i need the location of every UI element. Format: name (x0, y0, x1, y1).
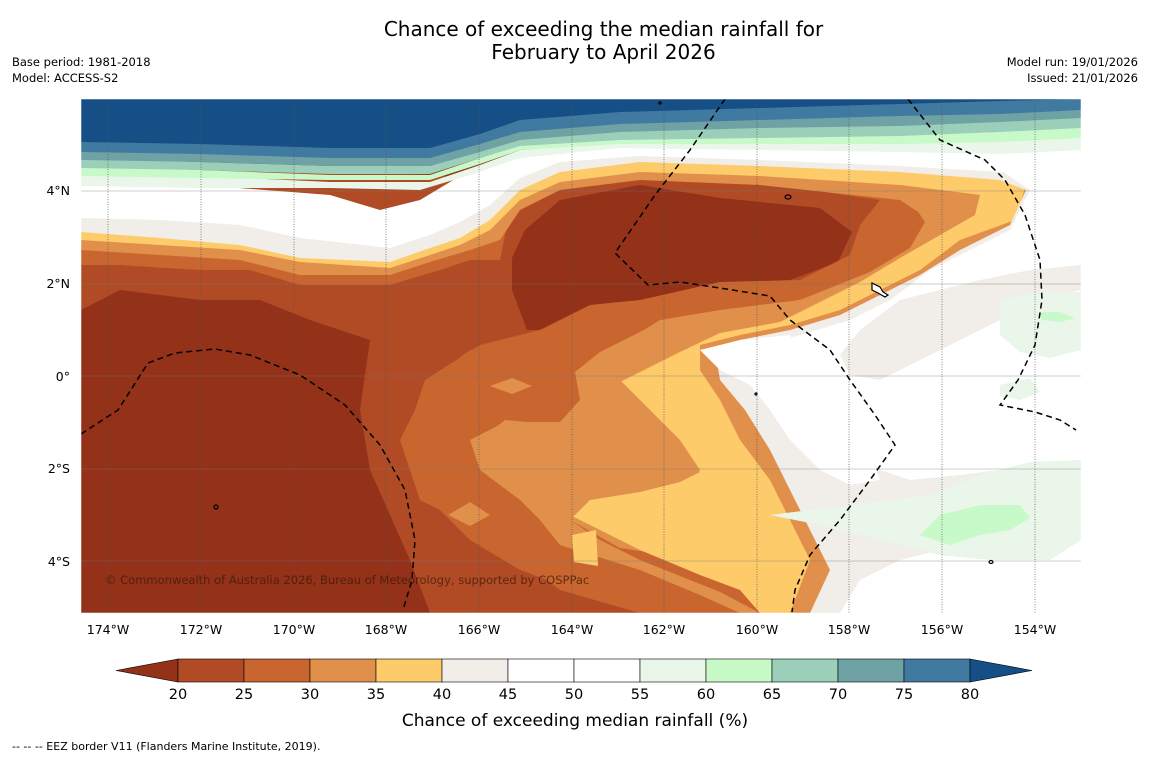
band-80-plus (81, 99, 1081, 148)
island-kiritimati (871, 282, 890, 298)
meta-right: Model run: 19/01/2026 Issued: 21/01/2026 (1007, 55, 1138, 86)
lon-labels: 174°W 172°W 170°W 168°W 166°W 164°W 162°… (87, 622, 1056, 637)
island-jarvis (784, 194, 792, 200)
band-60-65-b (1040, 312, 1075, 322)
colorbar-bin (771, 658, 839, 683)
graticule (107, 99, 1036, 613)
colorbar-extend-high (969, 658, 1033, 683)
lat-label: 4°N (46, 183, 70, 198)
lon-label: 156°W (921, 622, 963, 637)
colorbar-bin (375, 658, 443, 683)
title-line-1: Chance of exceeding the median rainfall … (383, 17, 824, 41)
model-name: Model: ACCESS-S2 (12, 70, 119, 85)
blob-35-equator (490, 378, 532, 394)
white-gap-center (700, 335, 880, 485)
lat-label: 2°N (46, 276, 70, 291)
island-dot-2 (754, 392, 758, 396)
band-75-80-north (81, 99, 1081, 158)
lon-label: 170°W (273, 622, 315, 637)
colorbar-tick-label: 65 (763, 687, 781, 703)
colorbar-bin (243, 658, 311, 683)
core-20-25-north-inner (512, 185, 852, 330)
island-south-1 (213, 504, 219, 510)
eez-note: -- -- -- EEZ border V11 (Flanders Marine… (12, 740, 321, 753)
colorbar-bin (837, 658, 905, 683)
meta-left: Base period: 1981-2018 Model: ACCESS-S2 (12, 55, 151, 86)
blob-west-35 (448, 502, 490, 526)
lon-label: 174°W (87, 622, 129, 637)
lat-label: 2°S (48, 461, 70, 476)
band-65-70-north (81, 116, 1081, 174)
band-60-65-a (920, 505, 1030, 545)
copyright-text: © Commonwealth of Australia 2026, Bureau… (105, 573, 589, 587)
island-dot-1 (658, 101, 662, 105)
colorbar-bin (705, 658, 773, 683)
map-contours (81, 99, 1081, 613)
blob-yellow-south (572, 530, 598, 566)
eez-border-central (614, 99, 896, 613)
colorbar-tick-label: 35 (367, 687, 385, 703)
colorbar-tick-label: 30 (301, 687, 319, 703)
eez-borders (81, 99, 1077, 613)
colorbar-bin (177, 658, 245, 683)
colorbar-tick-label: 60 (697, 687, 715, 703)
colorbar-label: Chance of exceeding median rainfall (%) (402, 711, 748, 731)
band-55-60-a (1000, 292, 1081, 358)
map-title: Chance of exceeding the median rainfall … (0, 18, 1150, 64)
colorbar-tick-label: 80 (961, 687, 979, 703)
lon-label: 164°W (551, 622, 593, 637)
model-run: Model run: 19/01/2026 (1006, 55, 1138, 69)
band-30-35-east (405, 200, 1081, 613)
graticule-lat (81, 190, 1081, 562)
lon-label: 172°W (180, 622, 222, 637)
colorbar-ticks: 20 25 30 35 40 45 50 55 60 65 70 75 80 (169, 687, 979, 703)
band-55-60-north (81, 136, 1081, 190)
lat-label: 4°S (48, 554, 70, 569)
colorbar (115, 658, 1033, 683)
colorbar-bin (639, 658, 707, 683)
lat-label: 0° (56, 369, 70, 384)
band-35-40-east (470, 185, 980, 613)
band-50-55 (760, 150, 1081, 613)
band-45-50 (81, 152, 1081, 613)
band-55-60-c (770, 460, 1081, 560)
band-70-75-north (81, 108, 1081, 166)
lon-label: 160°W (736, 622, 778, 637)
islands (213, 101, 994, 565)
colorbar-bin (573, 658, 641, 683)
band-60-65-north (81, 126, 1081, 180)
colorbar-tick-label: 75 (895, 687, 913, 703)
colorbar-tick-label: 40 (433, 687, 451, 703)
issued-date: Issued: 21/01/2026 (1027, 70, 1138, 85)
base-period: Base period: 1981-2018 (12, 55, 151, 69)
title-line-2: February to April 2026 (491, 40, 716, 64)
colorbar-bin (903, 658, 971, 683)
colorbar-bin (309, 658, 377, 683)
colorbar-tick-label: 55 (631, 687, 649, 703)
lon-label: 158°W (828, 622, 870, 637)
colorbar-bin (507, 658, 575, 683)
band-50-55-north (81, 145, 1081, 248)
lon-label: 166°W (458, 622, 500, 637)
lon-label: 168°W (365, 622, 407, 637)
eez-border-east (907, 99, 1077, 431)
colorbar-bin (441, 658, 509, 683)
colorbar-tick-label: 45 (499, 687, 517, 703)
colorbar-tick-label: 25 (235, 687, 253, 703)
lon-label: 154°W (1014, 622, 1056, 637)
band-45-50-inner (840, 265, 1081, 380)
colorbar-tick-label: 70 (829, 687, 847, 703)
lat-labels: 4°N 2°N 0° 2°S 4°S (46, 183, 70, 569)
map-frame (80, 98, 1082, 614)
island-south-2 (988, 559, 994, 565)
colorbar-tick-label: 50 (565, 687, 583, 703)
colorbar-extend-low (115, 658, 179, 683)
lon-label: 162°W (643, 622, 685, 637)
band-55-60-b (1000, 378, 1040, 400)
colorbar-tick-label: 20 (169, 687, 187, 703)
